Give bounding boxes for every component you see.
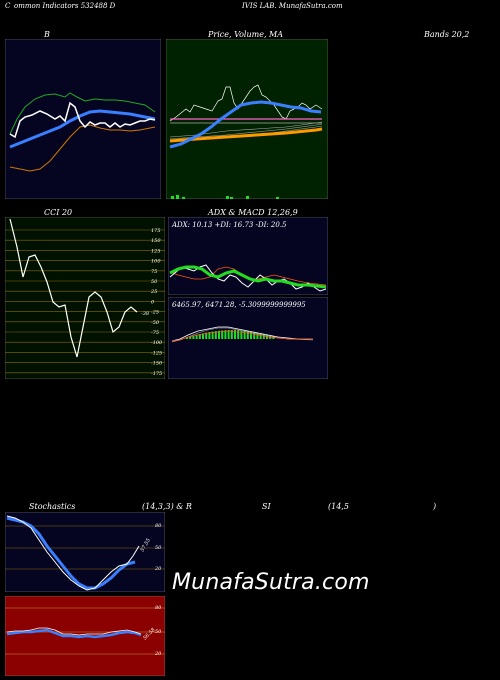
macd-histogram-bar (218, 330, 220, 339)
adx-macd-label: ADX & MACD 12,26,9 (208, 208, 298, 217)
rsi-close-label: ) (433, 502, 437, 511)
bollinger-bands-chart (5, 39, 161, 199)
price-ma-label: Price, Volume, MA (208, 30, 284, 39)
macd-histogram-bar (259, 333, 262, 339)
cci-tick-label: 0 (151, 299, 155, 305)
cci-tick-label: 175 (151, 228, 161, 234)
stoch-params-label: (14,3,3) & R (142, 502, 192, 511)
macd-histogram-bar (192, 335, 195, 339)
stoch-tick-50: 50 (155, 545, 162, 551)
macd-histogram-bar (208, 332, 211, 339)
macd-histogram-bar (202, 333, 204, 339)
adx-readout: ADX: 10.13 +DI: 16.73 -DI: 20.5 (171, 221, 287, 229)
header-part-3: IVIS LAB. MunafaSutra.com (242, 2, 343, 10)
macd-histogram-bar (240, 330, 243, 339)
cci-tick-label: 25 (150, 289, 157, 295)
macd-histogram-bar (250, 331, 252, 339)
rsi-tick-50: 50 (155, 629, 162, 635)
cci-label: CCI 20 (44, 208, 73, 217)
macd-histogram-bar (234, 330, 236, 339)
cci-tick-label: 150 (151, 238, 161, 244)
cci-tick-label: -75 (151, 330, 159, 336)
macd-histogram-bar (186, 337, 188, 339)
macd-histogram-bar (214, 331, 217, 339)
macd-chart: 6465.97, 6471.28, -5.3099999999995 (168, 297, 328, 379)
cci-tick-label: -175 (151, 371, 162, 377)
rsi-chart: 80 50 20 56.58 (5, 596, 165, 676)
adx-chart: ADX: 10.13 +DI: 16.73 -DI: 20.5 (168, 217, 328, 295)
rsi-tick-20: 20 (154, 651, 162, 657)
cci-tick-label: 50 (151, 279, 158, 285)
price-volume-ma-chart (166, 39, 328, 199)
cci-chart: 175 150 125 100 75 50 25 0 -25 -50 -75 -100 -125 -150… (5, 217, 165, 379)
cci-tick-label: -50 (151, 320, 160, 326)
bollinger-label: B (44, 30, 50, 39)
cci-value-label: -38 (141, 311, 149, 317)
macd-histogram-bar (224, 330, 227, 339)
macd-histogram-bar (237, 330, 240, 339)
macd-histogram-bar (243, 330, 246, 339)
macd-histogram-bar (205, 332, 208, 339)
header-part-1: C (5, 2, 11, 10)
macd-histogram-bar (198, 333, 201, 339)
rsi-params-label: (14,5 (328, 502, 349, 511)
stoch-tick-20: 20 (154, 566, 162, 572)
cci-tick-label: 125 (151, 248, 161, 254)
macd-histogram-bar (211, 331, 214, 339)
cci-tick-label: 100 (151, 259, 161, 265)
macd-histogram-bar (253, 332, 256, 339)
macd-histogram-bar (227, 330, 230, 339)
stochastics-label: Stochastics (29, 502, 76, 511)
cci-tick-label: -25 (151, 310, 159, 316)
macd-histogram-bar (221, 330, 224, 339)
stochastics-chart: 80 50 20 57.55 (5, 512, 165, 592)
macd-readout: 6465.97, 6471.28, -5.3099999999995 (172, 301, 306, 309)
macd-histogram-bar (230, 330, 233, 339)
rsi-label: SI (262, 502, 271, 511)
cci-tick-label: 75 (151, 269, 157, 275)
macd-histogram-bar (189, 336, 192, 339)
cci-tick-label: -125 (151, 350, 162, 356)
bands-label: Bands 20,2 (424, 30, 470, 39)
macd-histogram-bar (195, 334, 198, 339)
rsi-tick-80: 80 (155, 605, 162, 611)
header-part-2: ommon Indicators 532488 D (14, 2, 116, 10)
macd-histogram-bar (246, 331, 249, 339)
macd-histogram-bar (256, 332, 259, 339)
stoch-tick-80: 80 (155, 523, 162, 529)
cci-tick-label: -100 (151, 340, 163, 346)
watermark: MunafaSutra.com (172, 570, 370, 595)
cci-tick-label: -150 (151, 361, 163, 367)
